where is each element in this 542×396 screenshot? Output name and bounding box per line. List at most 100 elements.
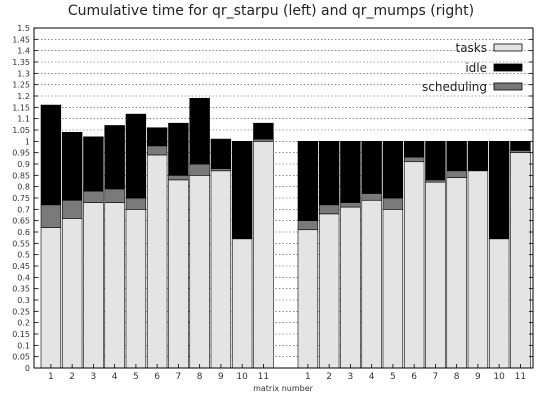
y-tick-label: 0.4 xyxy=(17,273,30,282)
bar-segment-idle xyxy=(361,141,382,194)
bar-segment-tasks xyxy=(40,227,62,369)
bar-segment-idle xyxy=(297,141,319,221)
y-tick-label: 0.45 xyxy=(12,262,30,271)
bar-segment-idle xyxy=(425,141,446,181)
grid-lines xyxy=(34,39,533,357)
bar-segment-tasks xyxy=(231,238,253,369)
y-tick-label: 0.9 xyxy=(17,160,30,169)
bar-segment-scheduling xyxy=(403,156,425,163)
x-tick-label: 5 xyxy=(133,372,139,382)
bar-segment-scheduling xyxy=(382,197,404,210)
chart-title: Cumulative time for qr_starpu (left) and… xyxy=(68,3,474,19)
y-tick-label: 1.15 xyxy=(12,103,30,112)
bar-segment-tasks xyxy=(382,209,404,369)
y-tick-label: 0.8 xyxy=(17,183,30,192)
bar-segment-tasks xyxy=(253,141,274,369)
bar-segment-scheduling xyxy=(425,179,446,183)
bar-segment-idle xyxy=(403,141,425,158)
bar-segment-scheduling xyxy=(83,190,104,203)
y-tick-label: 0.65 xyxy=(12,217,30,226)
legend-label-tasks: tasks xyxy=(455,41,487,55)
bar-segment-scheduling xyxy=(318,204,340,215)
y-tick-label: 0.7 xyxy=(17,205,30,214)
bar-segment-scheduling xyxy=(253,138,274,142)
bar-segment-idle xyxy=(125,113,147,199)
y-tick-label: 1.1 xyxy=(17,115,30,124)
bar-segment-tasks xyxy=(488,238,510,369)
y-tick-label: 1.3 xyxy=(17,69,30,78)
x-tick-label: 7 xyxy=(433,372,439,382)
legend-label-scheduling: scheduling xyxy=(422,80,487,94)
plot-frame xyxy=(33,27,534,369)
legend-swatch-idle xyxy=(493,63,523,72)
x-tick-label: 6 xyxy=(154,372,160,382)
x-tick-label: 7 xyxy=(176,372,182,382)
x-tick-label: 8 xyxy=(197,372,203,382)
y-tick-label: 0.2 xyxy=(17,319,30,328)
y-tick-label: 0.85 xyxy=(12,171,30,180)
bar-segment-idle xyxy=(104,125,125,190)
bar-segment-scheduling xyxy=(361,193,382,201)
bar-segment-idle xyxy=(61,131,83,201)
axes: 0 0.05 0.1 0.15 0.2 0.25 0.3 0.35 0.4 0.45 0.5 0.55… xyxy=(12,24,534,382)
bars xyxy=(40,97,531,369)
bar-segment-tasks xyxy=(168,179,189,369)
x-tick-label: 10 xyxy=(493,372,505,382)
bar-segment-scheduling xyxy=(125,197,147,210)
bar-segment-scheduling xyxy=(168,175,189,181)
bar-segment-scheduling xyxy=(510,150,531,153)
y-tick-label: 0.15 xyxy=(12,330,30,339)
x-tick-label: 5 xyxy=(390,372,396,382)
legend-label-idle: idle xyxy=(465,61,487,75)
y-tick-label: 1.45 xyxy=(12,35,30,44)
bar-segment-scheduling xyxy=(340,202,361,208)
y-tick-label: 0.25 xyxy=(12,307,30,316)
bar-segment-idle xyxy=(253,122,274,140)
bar-segment-tasks xyxy=(125,209,147,369)
bar-segment-tasks xyxy=(361,199,382,369)
x-tick-label: 2 xyxy=(69,372,75,382)
legend: tasks idle scheduling xyxy=(422,41,523,94)
legend-swatch-tasks xyxy=(493,43,523,52)
bar-segment-tasks xyxy=(104,202,125,369)
bar-segment-scheduling xyxy=(297,220,319,231)
y-tick-label: 0.6 xyxy=(17,228,30,237)
y-tick-label: 0.35 xyxy=(12,285,30,294)
bar-segment-idle xyxy=(231,141,253,240)
bar-segment-idle xyxy=(83,136,104,192)
y-tick-label: 0.55 xyxy=(12,239,30,248)
x-tick-label: 2 xyxy=(326,372,332,382)
x-tick-label: 3 xyxy=(91,372,97,382)
y-tick-label: 0.3 xyxy=(17,296,30,305)
bar-segment-tasks xyxy=(403,161,425,369)
legend-swatch-scheduling xyxy=(493,82,523,91)
bar-segment-idle xyxy=(488,141,510,240)
bar-segment-idle xyxy=(318,141,340,206)
x-tick-label: 4 xyxy=(112,372,118,382)
bar-segment-scheduling xyxy=(189,163,210,176)
x-tick-label: 9 xyxy=(218,372,224,382)
bar-segment-tasks xyxy=(510,152,531,369)
bar-segment-scheduling xyxy=(446,170,467,178)
bar-segment-tasks xyxy=(146,154,168,369)
x-tick-label: 4 xyxy=(369,372,375,382)
bar-segment-idle xyxy=(510,141,531,151)
y-tick-label: 1.35 xyxy=(12,58,30,67)
y-tick-label: 1.2 xyxy=(17,92,30,101)
bar-segment-idle xyxy=(340,141,361,203)
bar-segment-tasks xyxy=(61,218,83,369)
bar-segment-idle xyxy=(40,104,62,206)
x-tick-label: 9 xyxy=(475,372,481,382)
bar-segment-scheduling xyxy=(40,204,62,228)
y-tick-label: 1.25 xyxy=(12,81,30,90)
x-tick-label: 10 xyxy=(236,372,248,382)
x-tick-label: 11 xyxy=(258,372,269,382)
y-tick-label: 0.05 xyxy=(12,353,30,362)
y-tick-label: 1 xyxy=(25,137,30,146)
bar-segment-tasks xyxy=(297,229,319,369)
bar-segment-idle xyxy=(146,127,168,147)
bar-segment-tasks xyxy=(467,170,489,369)
y-tick-label: 0.95 xyxy=(12,149,30,158)
x-tick-label: 1 xyxy=(305,372,311,382)
